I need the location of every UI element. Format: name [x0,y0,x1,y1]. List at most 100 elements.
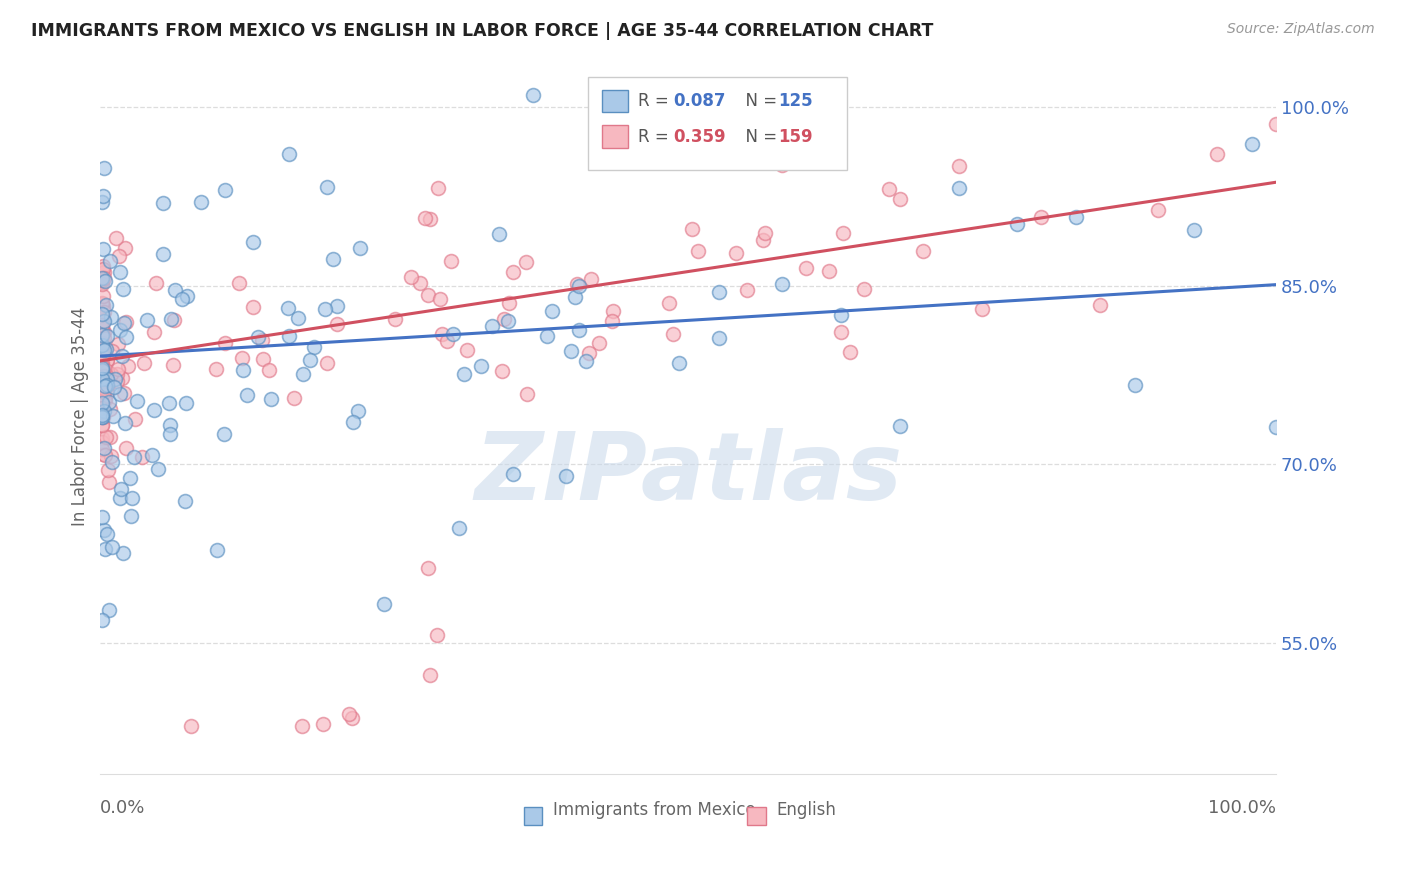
Point [228,277,250,291]
Point [90,401,112,416]
Point [91,277,114,291]
Point [481,319,503,334]
Text: 0.359: 0.359 [673,128,725,145]
Point [142,325,165,339]
Point [94,369,117,384]
Point [172,292,194,306]
Point [162,358,184,372]
Point [453,367,475,381]
Point [853,282,876,296]
Point [104,372,127,386]
Point [108,323,131,337]
Point [111,546,134,560]
Point [232,362,254,376]
Point [794,261,817,276]
Point [681,222,703,236]
Point [90,335,112,350]
Point [818,264,841,278]
Point [90,309,112,323]
Point [429,293,451,307]
Point [93,364,115,378]
Point [112,282,135,296]
Point [93,161,115,176]
Point [107,336,129,351]
Point [96,364,118,378]
Point [602,304,624,318]
Point [304,340,326,354]
Point [90,341,112,355]
Point [93,299,115,313]
Point [91,348,114,362]
Point [373,597,395,611]
Point [90,263,112,277]
Point [100,310,122,325]
Point [112,385,135,400]
Point [120,508,142,523]
Text: ZIPatlas: ZIPatlas [474,428,903,520]
Point [515,255,537,269]
Text: Source: ZipAtlas.com: Source: ZipAtlas.com [1227,22,1375,37]
Point [298,352,321,367]
Point [90,509,112,524]
Point [340,711,363,725]
Point [97,395,120,409]
Point [90,408,112,422]
Point [111,371,134,385]
Point [212,426,235,441]
Point [278,328,301,343]
Point [163,283,186,297]
Point [565,277,588,291]
Point [879,182,901,196]
Point [90,348,112,362]
Point [114,416,136,430]
Point [90,418,112,433]
Point [90,368,112,382]
Text: IMMIGRANTS FROM MEXICO VS ENGLISH IN LABOR FORCE | AGE 35-44 CORRELATION CHART: IMMIGRANTS FROM MEXICO VS ENGLISH IN LAB… [31,22,934,40]
Point [735,283,758,297]
Bar [602,89,628,112]
Point [94,366,117,380]
Point [93,393,115,408]
Point [91,340,114,354]
Bar [602,126,628,148]
Point [90,360,112,375]
Point [770,158,793,172]
Point [536,329,558,343]
Point [770,277,793,292]
Point [1088,298,1111,312]
Point [91,259,114,273]
Point [98,254,121,268]
Point [90,273,112,287]
Point [117,359,139,374]
Point [94,342,117,356]
Point [90,332,112,346]
Point [97,463,120,477]
Point [416,561,439,575]
Point [832,226,855,240]
Point [143,402,166,417]
Point [579,272,602,286]
Point [399,270,422,285]
Point [141,449,163,463]
Point [502,265,524,279]
Point [101,409,124,424]
Point [90,395,112,409]
Text: N =: N = [735,92,783,110]
Point [96,352,118,367]
Point [90,432,112,446]
Point [419,667,441,681]
Point [90,276,112,290]
Text: 125: 125 [779,92,813,110]
Point [108,491,131,505]
Point [498,296,520,310]
Point [246,330,269,344]
Point [90,360,112,375]
Point [98,475,121,490]
Point [176,289,198,303]
Point [105,368,128,382]
Point [190,194,212,209]
Point [91,318,114,332]
Point [436,334,458,349]
Point [96,527,118,541]
Point [315,355,337,369]
